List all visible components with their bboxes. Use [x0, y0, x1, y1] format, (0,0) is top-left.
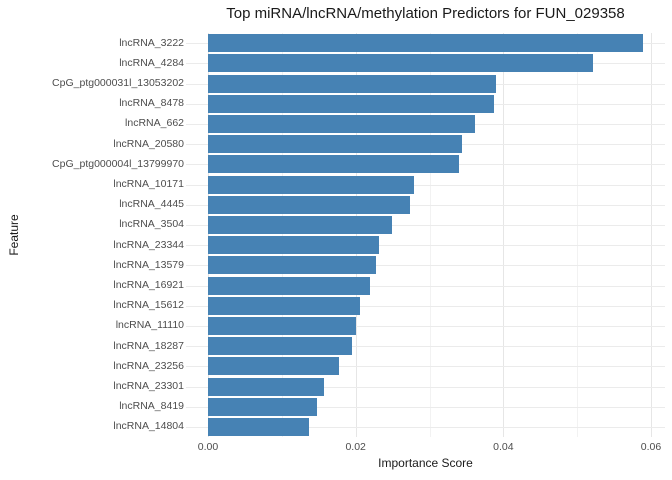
bar-lncRNA_11110 [208, 316, 356, 335]
v-gridline-minor [281, 33, 283, 437]
y-tick-label: CpG_ptg000004l_13799970 [52, 157, 184, 170]
bar-lncRNA_23256 [208, 357, 340, 376]
h-gridline [186, 285, 665, 287]
h-gridline [186, 426, 665, 428]
h-gridline [186, 366, 665, 368]
v-gridline-major [651, 33, 652, 437]
y-tick-label: lncRNA_20580 [113, 137, 184, 150]
y-tick-label: lncRNA_11110 [115, 319, 184, 332]
x-tick-label: 0.00 [197, 441, 219, 453]
h-gridline [186, 204, 665, 206]
y-tick-label: lncRNA_662 [125, 117, 184, 130]
y-tick-label: lncRNA_15612 [113, 299, 184, 312]
y-tick-label: lncRNA_13579 [113, 258, 184, 271]
h-gridline [186, 305, 665, 307]
h-gridline [186, 325, 665, 327]
bar-lncRNA_23301 [208, 377, 324, 396]
y-tick-label: lncRNA_14804 [113, 420, 184, 433]
y-tick-label: lncRNA_23256 [113, 359, 184, 372]
h-gridline [186, 184, 665, 186]
y-tick-label: lncRNA_3222 [119, 36, 184, 49]
bar-lncRNA_8478 [208, 94, 494, 113]
y-tick-label: lncRNA_4284 [119, 56, 184, 69]
bar-lncRNA_14804 [208, 417, 310, 436]
y-tick-label: lncRNA_18287 [113, 339, 184, 352]
y-tick-label: lncRNA_3504 [119, 218, 184, 231]
bar-lncRNA_662 [208, 114, 476, 133]
x-tick-label: 0.06 [640, 441, 662, 453]
x-tick-label: 0.02 [345, 441, 366, 453]
y-tick-label: lncRNA_23344 [113, 238, 184, 251]
v-gridline-major [355, 33, 357, 437]
bar-lncRNA_18287 [208, 337, 352, 356]
bar-lncRNA_3504 [208, 215, 392, 234]
bar-lncRNA_3222 [208, 34, 643, 53]
bar-CpG_ptg000031l_13053202 [208, 74, 496, 93]
v-gridline-major [503, 33, 505, 437]
h-gridline [186, 406, 665, 408]
bar-CpG_ptg000004l_13799970 [208, 155, 460, 174]
x-tick-label: 0.04 [493, 441, 514, 453]
v-gridline-major [208, 33, 209, 437]
bar-lncRNA_10171 [208, 175, 414, 194]
h-gridline [186, 245, 665, 247]
bar-lncRNA_20580 [208, 135, 462, 154]
y-tick-label: lncRNA_8419 [119, 400, 184, 413]
bar-lncRNA_8419 [208, 397, 318, 416]
v-gridline-minor [577, 33, 579, 437]
plot-title: Top miRNA/lncRNA/methylation Predictors … [226, 5, 625, 22]
bar-lncRNA_15612 [208, 296, 361, 315]
y-tick-label: lncRNA_16921 [113, 279, 184, 291]
y-tick-label: lncRNA_4445 [119, 198, 184, 211]
bar-lncRNA_16921 [208, 276, 370, 295]
y-tick-label: lncRNA_23301 [113, 380, 184, 392]
y-tick-label: CpG_ptg000031l_13053202 [52, 77, 184, 89]
h-gridline [186, 265, 665, 267]
v-gridline-minor [429, 33, 431, 437]
y-tick-label: lncRNA_10171 [113, 178, 184, 190]
chart-panel [186, 33, 665, 437]
bar-lncRNA_23344 [208, 236, 380, 255]
bar-lncRNA_13579 [208, 256, 377, 275]
bar-lncRNA_4445 [208, 195, 411, 214]
h-gridline [186, 224, 665, 226]
h-gridline [186, 386, 665, 388]
h-gridline [186, 346, 665, 348]
bar-lncRNA_4284 [208, 54, 593, 73]
x-axis-title: Importance Score [378, 456, 473, 470]
y-tick-label: lncRNA_8478 [119, 97, 184, 110]
